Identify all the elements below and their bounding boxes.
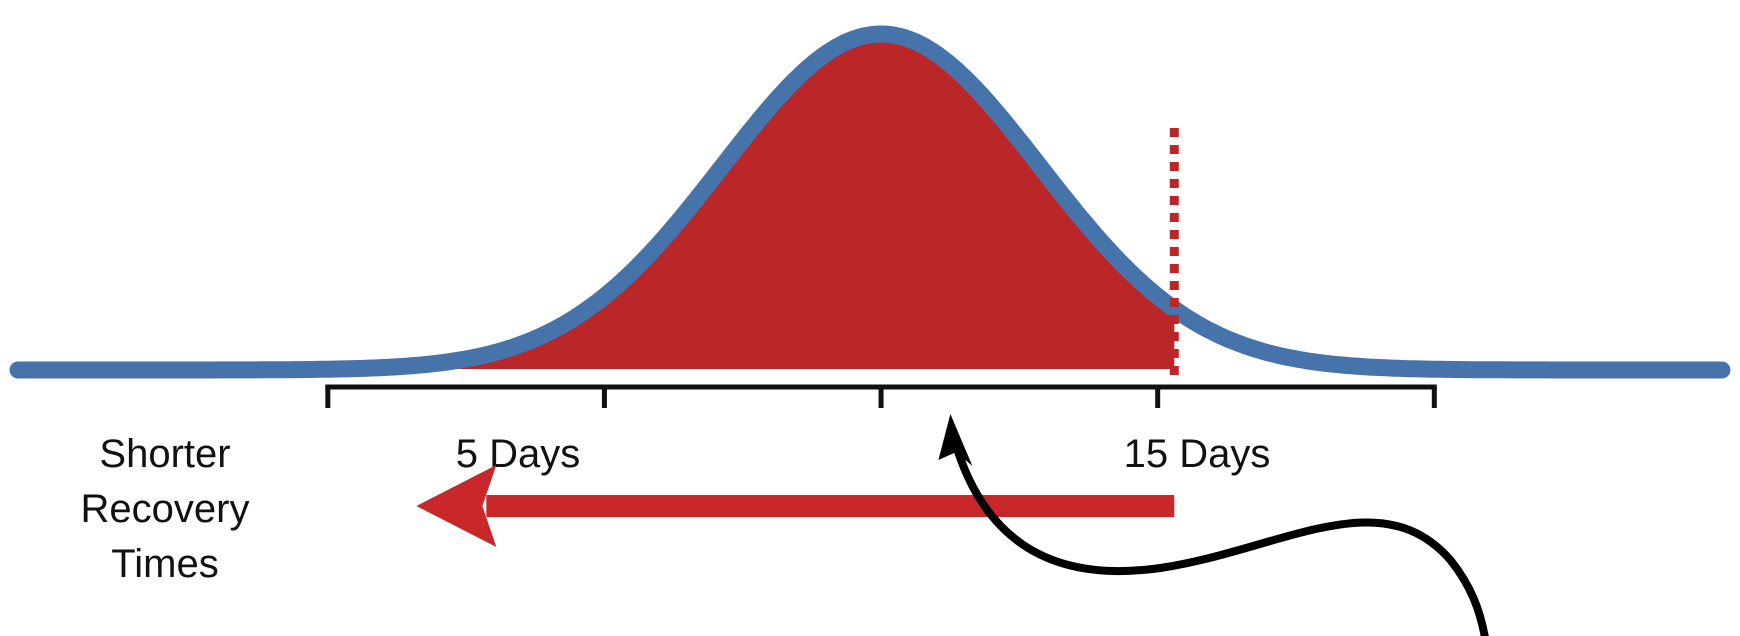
tick-label-5-days: 5 Days xyxy=(456,432,581,476)
shaded-area xyxy=(18,38,1175,374)
pointer-arrowhead xyxy=(938,414,973,466)
shorter-recovery-label: Shorter Recovery Times xyxy=(81,432,250,586)
x-axis xyxy=(325,384,1437,408)
arrow-head xyxy=(416,465,497,547)
bell-curve xyxy=(9,25,1731,379)
left-arrow xyxy=(416,465,1175,547)
curved-pointer-arrow xyxy=(938,414,1489,636)
svg-text:Recovery: Recovery xyxy=(81,487,250,531)
svg-text:Times: Times xyxy=(111,542,218,586)
tick-label-15-days: 15 Days xyxy=(1124,432,1271,476)
svg-text:Shorter: Shorter xyxy=(99,432,230,476)
pointer-path xyxy=(950,436,1489,636)
arrow-shaft xyxy=(486,495,1175,517)
